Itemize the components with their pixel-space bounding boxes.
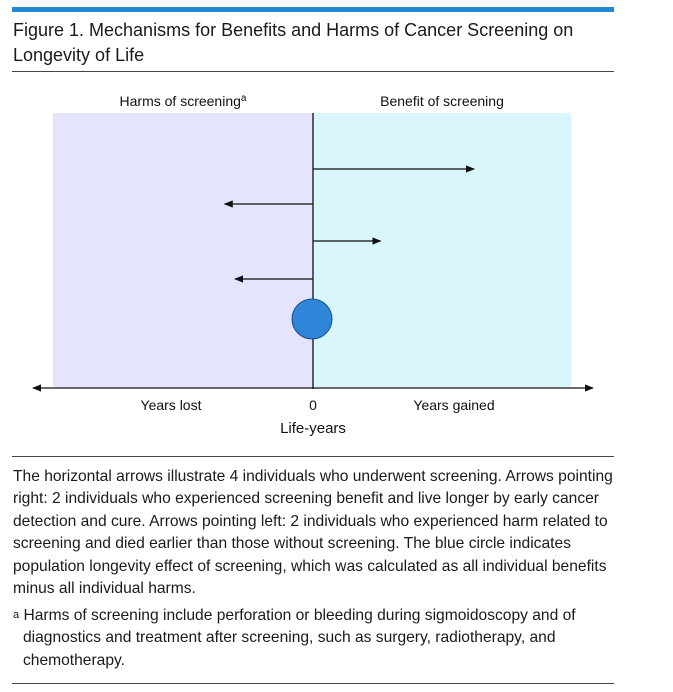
individual-arrows [223,165,476,283]
caption-top-divider [12,456,614,457]
title-divider [12,71,614,72]
zero-tick-label: 0 [309,397,317,413]
figure-footnote: a Harms of screening include perforation… [13,605,623,672]
population-effect-circle [291,298,333,340]
figure-title: Figure 1. Mechanisms for Benefits and Ha… [13,20,574,65]
figure-accent-bar [12,7,614,12]
footnote-mark: a [13,609,20,621]
harms-header: Harms of screeninga [120,93,247,109]
benefit-header: Benefit of screening [380,93,504,109]
screening-mechanism-diagram: Harms of screeninga Benefit of screening… [32,93,594,437]
figure-caption: The horizontal arrows illustrate 4 indiv… [13,468,613,598]
bottom-divider [12,683,614,684]
years-lost-label: Years lost [141,397,202,413]
footnote-text: Harms of screening include perforation o… [19,607,576,669]
benefit-region [313,113,571,387]
years-gained-label: Years gained [413,397,494,413]
axis-title: Life-years [280,420,346,437]
harms-region [53,113,313,387]
